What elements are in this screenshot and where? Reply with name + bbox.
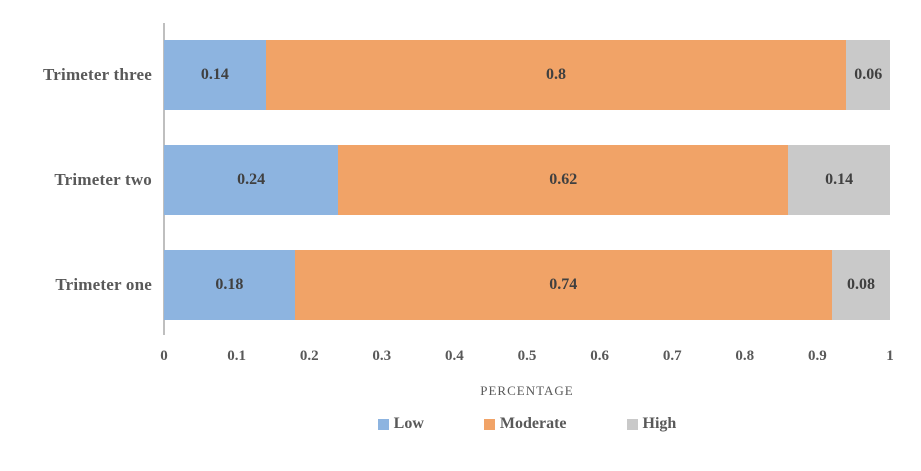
x-axis-tick-label: 0.6 [590,348,609,364]
bar-segment-trimeter-two-moderate: 0.62 [338,145,789,215]
bar-value-label: 0.14 [825,171,854,188]
bar-segment-trimeter-three-moderate: 0.8 [265,40,847,110]
x-axis-tick-label: 1 [886,348,894,364]
x-axis-tick-label: 0.1 [227,348,246,364]
bar-value-label: 0.74 [549,276,578,293]
bar-segment-trimeter-three-high: 0.06 [846,40,890,110]
x-axis-tick-label: 0.2 [299,348,319,364]
legend-marker-high-icon [626,418,638,430]
bar-value-label: 0.06 [854,66,883,83]
x-axis-tick-label: 0.4 [445,348,464,364]
bar-segment-trimeter-one-low: 0.18 [164,250,295,320]
legend-item-moderate: Moderate [483,415,567,433]
bar-segment-trimeter-two-low: 0.24 [164,145,339,215]
category-label-trimeter-three: Trimeter three [43,65,152,84]
legend: Low Moderate High [164,413,890,435]
x-axis-tick-label: 0.9 [808,348,827,364]
bar-value-label: 0.24 [237,171,266,188]
legend-item-low: Low [377,415,424,433]
legend-label: Moderate [499,415,567,432]
legend-marker-moderate-icon [483,418,495,430]
legend-marker-low-icon [377,418,389,430]
bar-value-label: 0.62 [549,171,578,188]
category-label-trimeter-one: Trimeter one [55,275,152,294]
bar-value-label: 0.18 [215,276,244,293]
bar-segment-trimeter-three-low: 0.14 [164,40,266,110]
bar-segment-trimeter-two-high: 0.14 [788,145,890,215]
bar-value-label: 0.08 [846,276,875,293]
x-axis-tick-label: 0 [160,348,168,364]
x-axis-tick-label: 0.8 [735,348,755,364]
bar-value-label: 0.8 [546,66,567,83]
bar-segment-trimeter-one-high: 0.08 [831,250,890,320]
x-axis-tick-label: 0.5 [517,348,537,364]
legend-label: Low [393,415,424,432]
x-axis-tick-label: 0.7 [662,348,682,364]
legend-label: High [642,415,677,432]
x-axis-title: PERCENTAGE [480,383,574,398]
bar-segment-trimeter-one-moderate: 0.74 [294,250,832,320]
legend-item-high: High [626,415,677,433]
bar-value-label: 0.14 [200,66,229,83]
category-label-trimeter-two: Trimeter two [54,170,152,189]
x-axis-tick-label: 0.3 [372,348,392,364]
